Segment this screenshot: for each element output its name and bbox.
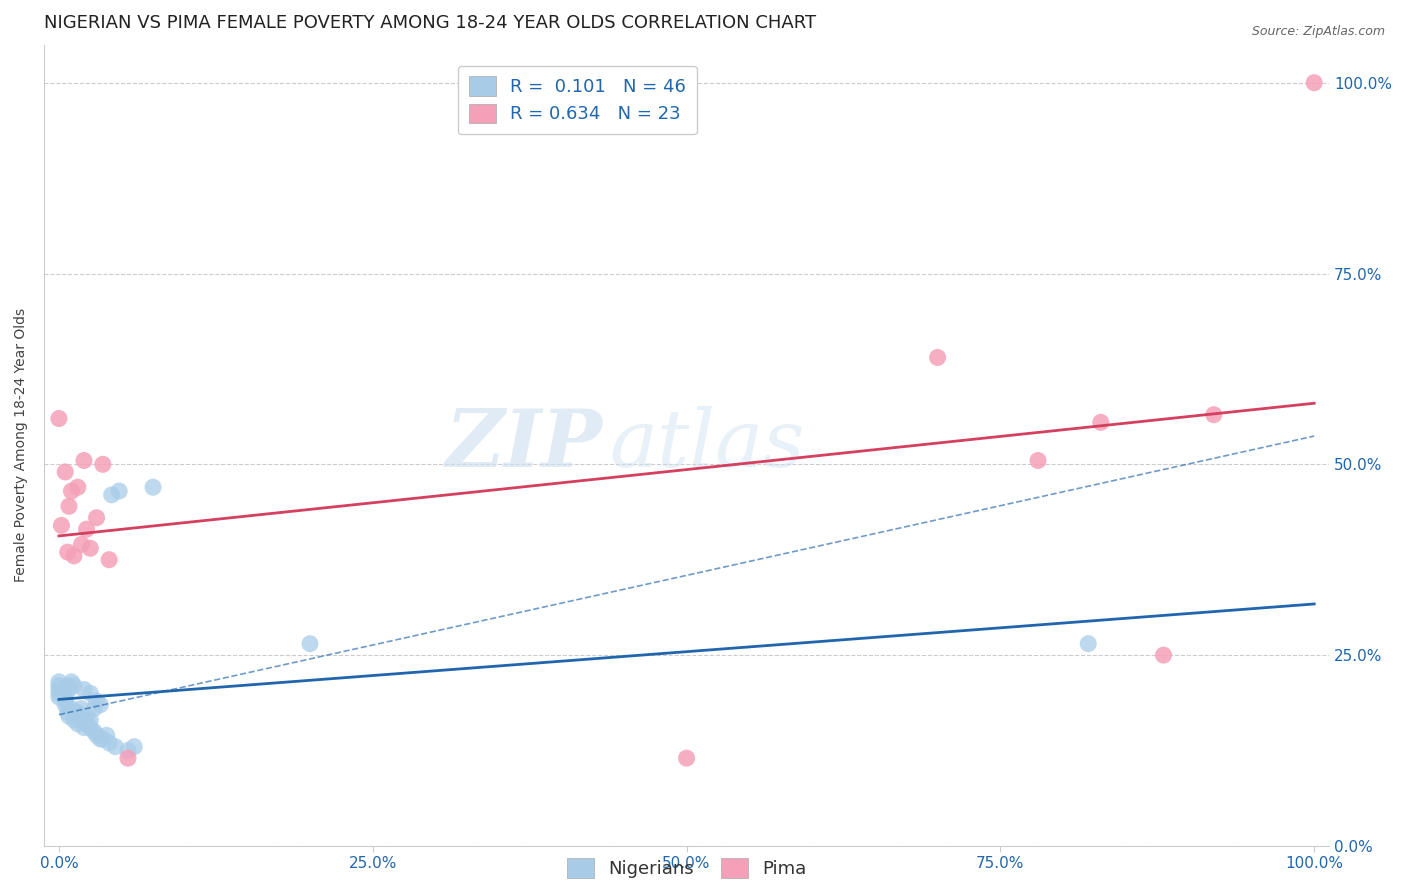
Point	[56, 706, 79, 720]
Point	[73, 713, 96, 727]
Point	[117, 751, 139, 765]
Point	[48, 690, 70, 705]
Point	[86, 510, 108, 524]
Point	[1026, 453, 1049, 467]
Point	[48, 682, 70, 697]
Point	[76, 716, 98, 731]
Point	[98, 552, 121, 566]
Point	[298, 637, 321, 651]
Point	[98, 736, 121, 750]
Point	[70, 713, 93, 727]
Point	[108, 483, 131, 498]
Point	[53, 698, 76, 712]
Point	[51, 518, 73, 533]
Point	[100, 488, 122, 502]
Point	[56, 679, 79, 693]
Point	[58, 500, 80, 514]
Point	[70, 701, 93, 715]
Point	[48, 679, 70, 693]
Point	[60, 483, 83, 498]
Point	[1303, 76, 1326, 90]
Point	[66, 706, 89, 720]
Point	[142, 480, 165, 494]
Point	[96, 728, 118, 742]
Point	[1153, 648, 1175, 662]
Point	[48, 686, 70, 700]
Point	[63, 713, 86, 727]
Point	[675, 751, 697, 765]
Point	[79, 713, 101, 727]
Point	[83, 724, 105, 739]
Point	[53, 465, 76, 479]
Y-axis label: Female Poverty Among 18-24 Year Olds: Female Poverty Among 18-24 Year Olds	[14, 308, 28, 582]
Point	[1202, 408, 1225, 422]
Point	[63, 679, 86, 693]
Point	[76, 522, 98, 536]
Text: atlas: atlas	[609, 407, 804, 484]
Point	[48, 411, 70, 425]
Point	[86, 694, 108, 708]
Point	[927, 351, 949, 365]
Point	[86, 728, 108, 742]
Point	[53, 686, 76, 700]
Point	[58, 682, 80, 697]
Point	[79, 686, 101, 700]
Point	[70, 537, 93, 551]
Point	[66, 716, 89, 731]
Point	[53, 694, 76, 708]
Point	[63, 706, 86, 720]
Point	[1077, 637, 1099, 651]
Point	[117, 743, 139, 757]
Point	[122, 739, 145, 754]
Point	[73, 682, 96, 697]
Point	[48, 674, 70, 689]
Point	[79, 721, 101, 735]
Point	[73, 453, 96, 467]
Point	[58, 709, 80, 723]
Point	[79, 541, 101, 556]
Legend: Nigerians, Pima: Nigerians, Pima	[560, 851, 814, 885]
Point	[66, 480, 89, 494]
Point	[89, 698, 111, 712]
Point	[60, 701, 83, 715]
Text: ZIP: ZIP	[446, 407, 603, 484]
Point	[83, 701, 105, 715]
Point	[1090, 415, 1112, 429]
Point	[104, 739, 127, 754]
Point	[76, 709, 98, 723]
Text: Source: ZipAtlas.com: Source: ZipAtlas.com	[1251, 25, 1385, 38]
Point	[63, 549, 86, 563]
Text: NIGERIAN VS PIMA FEMALE POVERTY AMONG 18-24 YEAR OLDS CORRELATION CHART: NIGERIAN VS PIMA FEMALE POVERTY AMONG 18…	[44, 14, 815, 32]
Point	[73, 721, 96, 735]
Point	[91, 732, 114, 747]
Point	[56, 545, 79, 559]
Point	[60, 674, 83, 689]
Point	[91, 458, 114, 472]
Point	[89, 732, 111, 747]
